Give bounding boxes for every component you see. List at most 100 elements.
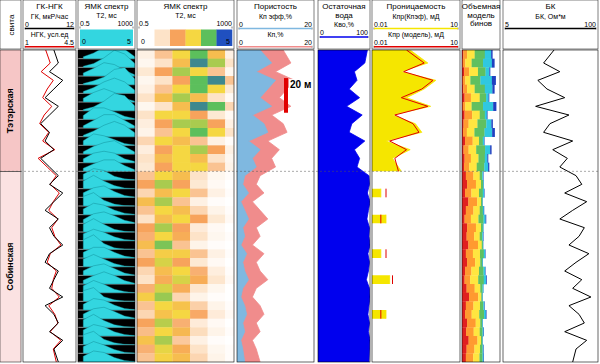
spectrum-cell [172,293,190,302]
formation-header: свита [7,14,16,35]
spectrum-cell [225,293,234,302]
title-line: Проницаемость [387,2,446,11]
spectrum-wiggle [83,288,135,302]
curve-area [372,50,436,319]
bin-segment [462,180,467,189]
spectrum-cell [155,345,173,354]
track-bg [372,50,460,362]
spectrum-cell [225,232,234,241]
bin-segment [486,119,491,128]
spectrum-wiggle [83,203,135,214]
bin-segment [482,319,484,328]
bin-segment [466,353,474,362]
tick-label: 20 [304,21,312,28]
spectrum-wiggle [83,314,135,327]
bin-segment [470,76,480,85]
spectrum-cell [190,327,208,336]
formation-name: Собинская [6,243,16,291]
spectrum-cell [190,197,208,206]
bin-segment [486,275,488,284]
spectrum-cell [190,284,208,293]
bin-segment [463,50,467,59]
tick-label: 0 [141,38,145,45]
bin-segment [464,163,469,172]
spectrum-cell [172,119,190,128]
header-frame [237,0,314,49]
bin-segment [463,85,467,94]
spectrum-cell [225,249,234,258]
well-log: ТэтэрскаяСобинскаясвитаГК-НГКГК, мкР/час… [0,0,600,364]
spectrum-cell [208,336,226,345]
spectrum-cell [155,301,173,310]
spectrum-cell [172,189,190,198]
bin-segment [471,189,479,198]
bin-segment [462,93,465,102]
bin-segment [470,275,478,284]
bin-segment [483,189,484,198]
formation-band [0,171,21,362]
spectrum-cell [208,319,226,328]
spectrum-cell [225,223,234,232]
spectrum-cell [172,249,190,258]
track-header: ПроницаемостьКпр(Кпэф), мД0.0110Кпр (мод… [372,0,460,49]
spectrum-cell [208,293,226,302]
bin-segment [487,154,489,163]
bin-segment [472,102,484,111]
series-label: НГК, усл.ед [31,31,69,39]
tick-label: 12 [66,21,74,28]
legend-line [320,36,368,38]
spectrum-cell [137,154,155,163]
spectrum-cell [155,232,173,241]
bin-segment [465,154,472,163]
bin-segment [474,327,480,336]
bin-segment [480,258,482,267]
bin-segment [479,310,484,319]
bin-segment [462,197,469,206]
bin-segment [484,137,485,146]
spectrum-cell [155,163,173,172]
spectrum-cell [225,345,234,354]
bin-segment [482,258,483,267]
bin-segment [489,67,491,76]
bin-segment [482,293,483,302]
track-plot [536,50,591,362]
bin-segment [485,267,486,276]
spectrum-cell [172,137,190,146]
spectrum-cell [155,180,173,189]
spectrum-cell [172,76,190,85]
spectrum-cell [225,353,234,362]
spectrum-cell [137,180,155,189]
spectrum-cell [225,336,234,345]
spectrum-cell [137,76,155,85]
spectrum-cell [190,180,208,189]
bin-segment [465,215,472,224]
bin-segment [472,111,480,120]
bin-segment [475,50,485,59]
bin-segment [482,345,484,354]
series-label: Кпр (модель), мД [388,31,444,39]
track-frame [23,50,76,362]
tick-label: 5 [226,38,230,45]
spectrum-cell [190,232,208,241]
spectrum-cell [137,284,155,293]
tick-label: 1 [25,39,29,46]
bin-segment [482,336,483,345]
bin-segment [462,258,467,267]
spectrum-cell [155,275,173,284]
spectrum-cell [137,310,155,319]
bin-segment [485,145,490,154]
track-title: Проницаемость [387,2,446,11]
bin-segment [471,154,479,163]
spectrum-cell [208,189,226,198]
bin-segment [462,327,466,336]
spectrum-cell [172,50,190,59]
spectrum-cell [208,85,226,94]
spectrum-cell [190,50,208,59]
bin-segment [462,310,465,319]
bin-segment [464,145,469,154]
bin-segment [484,189,485,198]
legend-line [25,46,74,48]
title-line: ЯМК спектр [164,2,208,11]
bin-segment [463,59,466,68]
spectrum-cell [190,267,208,276]
